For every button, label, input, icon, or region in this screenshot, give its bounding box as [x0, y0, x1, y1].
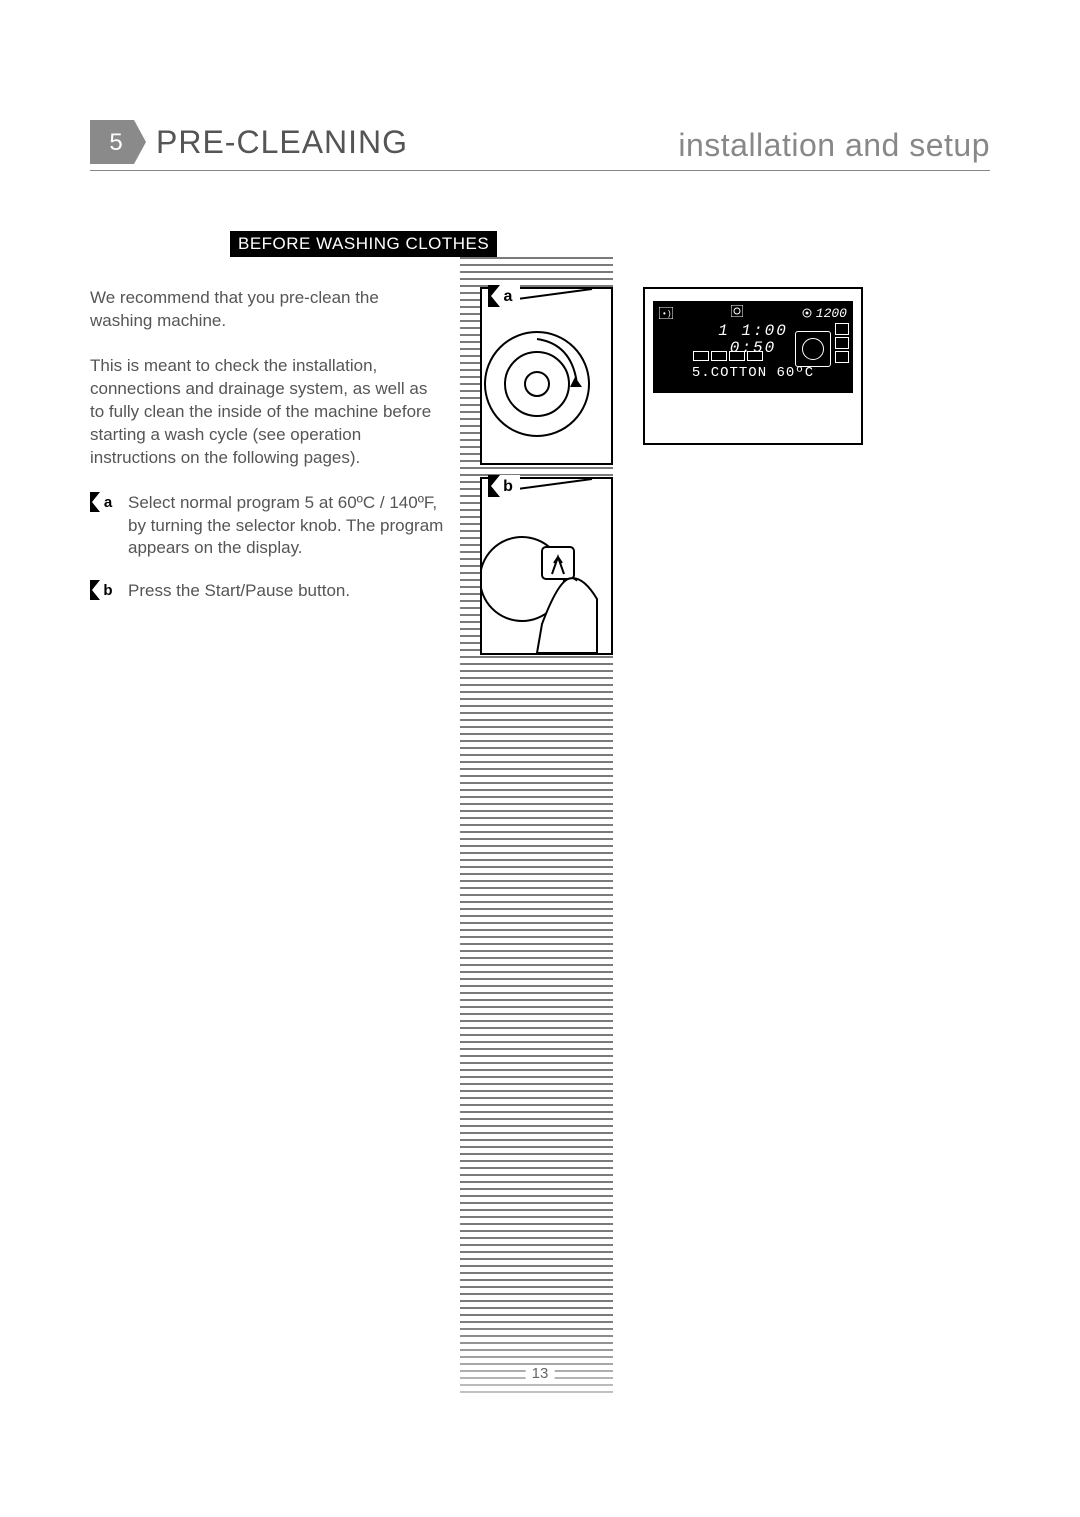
text-column: We recommend that you pre-clean the wash…	[90, 287, 460, 623]
intro-paragraph-2: This is meant to check the installation,…	[90, 355, 445, 470]
lcd-spin-indicator: 1200	[802, 306, 847, 321]
svg-text:b: b	[103, 582, 112, 599]
subheading: BEFORE WASHING CLOTHES	[230, 231, 497, 257]
step-a-text: Select normal program 5 at 60ºC / 140ºF,…	[128, 492, 445, 561]
breadcrumb: installation and setup	[678, 127, 990, 164]
lcd-top-row: •)) 1200	[659, 305, 847, 321]
figure-a-label: a	[488, 285, 520, 312]
step-b: b Press the Start/Pause button.	[90, 580, 445, 603]
figure-a	[480, 287, 613, 465]
lcd-progress-icons	[693, 351, 763, 361]
svg-text:b: b	[503, 478, 513, 495]
lcd-screen: •)) 1200 1 1:00 0:50	[653, 301, 853, 393]
lcd-spin-speed: 1200	[816, 306, 847, 321]
display-column: •)) 1200 1 1:00 0:50	[613, 287, 893, 623]
step-letter-a: a	[90, 492, 118, 512]
svg-text:a: a	[504, 288, 513, 305]
figure-b	[480, 477, 613, 655]
page-header: 5 PRE-CLEANING installation and setup	[90, 120, 990, 171]
figure-b-label: b	[488, 475, 520, 502]
lcd-side-icons	[835, 323, 849, 363]
step-b-text: Press the Start/Pause button.	[128, 580, 350, 603]
section-number-badge: 5	[90, 120, 146, 164]
subheading-wrap: BEFORE WASHING CLOTHES	[230, 231, 990, 257]
step-a: a Select normal program 5 at 60ºC / 140º…	[90, 492, 445, 561]
lcd-clock-icon	[731, 305, 743, 321]
lcd-sound-icon: •))	[659, 307, 673, 319]
svg-text:•)): •))	[662, 310, 673, 319]
intro-paragraph-1: We recommend that you pre-clean the wash…	[90, 287, 445, 333]
section-number: 5	[109, 129, 122, 156]
step-letter-b: b	[90, 580, 118, 600]
display-panel: •)) 1200 1 1:00 0:50	[643, 287, 863, 445]
page-number: 13	[526, 1365, 555, 1382]
figure-column: a b	[460, 287, 613, 623]
section-title-group: 5 PRE-CLEANING	[90, 120, 408, 164]
content-area: We recommend that you pre-clean the wash…	[90, 287, 990, 623]
lcd-drum-icon	[795, 331, 831, 367]
section-heading: PRE-CLEANING	[156, 124, 408, 161]
svg-text:a: a	[104, 494, 113, 511]
